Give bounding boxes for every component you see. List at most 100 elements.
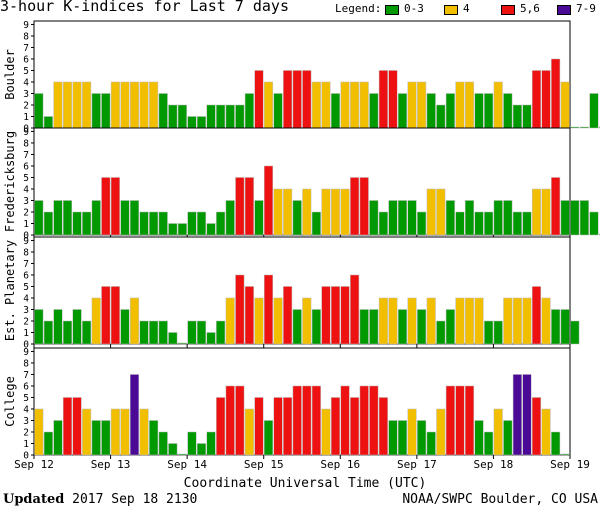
- legend-swatch-4: [444, 5, 458, 15]
- k-index-bar: [503, 420, 513, 456]
- x-tick-label: Sep 19: [550, 458, 590, 471]
- k-index-bar: [283, 188, 293, 236]
- panel-label: College: [3, 376, 17, 427]
- k-index-bar: [292, 200, 302, 236]
- k-index-bar: [397, 93, 408, 129]
- y-tick-label: 6: [23, 161, 29, 172]
- k-index-bar: [397, 420, 408, 456]
- k-index-bar: [273, 93, 283, 129]
- k-index-bar: [589, 93, 599, 129]
- k-index-bar: [426, 431, 436, 456]
- k-index-bar: [417, 211, 427, 236]
- k-index-bar: [53, 200, 63, 236]
- k-index-bar: [522, 374, 532, 456]
- k-index-bar: [149, 81, 159, 129]
- k-index-bar: [235, 274, 245, 345]
- k-index-bar: [311, 211, 321, 236]
- k-index-bar: [206, 332, 216, 345]
- k-index-bar: [149, 420, 159, 456]
- k-index-bar: [149, 211, 159, 236]
- k-index-bar: [340, 81, 350, 129]
- legend-text-4: 4: [463, 2, 470, 15]
- k-index-bar: [560, 81, 570, 129]
- k-index-bar: [407, 200, 417, 236]
- y-tick-label: 4: [23, 293, 29, 304]
- k-index-bar: [455, 81, 465, 129]
- k-index-bar: [445, 385, 455, 456]
- k-index-bar: [158, 431, 168, 456]
- y-tick-label: 2: [23, 207, 29, 218]
- k-index-bar: [225, 200, 235, 236]
- y-tick-label: 3: [23, 89, 29, 100]
- k-index-bar: [72, 81, 82, 129]
- k-index-bar: [168, 332, 178, 345]
- k-index-bar: [244, 286, 254, 345]
- k-index-bar: [292, 70, 302, 129]
- k-index-bar: [168, 223, 178, 236]
- updated-value: 2017 Sep 18 2130: [72, 492, 198, 507]
- k-index-bar: [551, 58, 561, 129]
- k-index-bar: [273, 397, 283, 456]
- y-tick-label: 2: [23, 316, 29, 327]
- k-index-bar: [129, 297, 140, 345]
- k-index-bar: [484, 93, 494, 129]
- k-index-bar: [292, 385, 302, 456]
- k-index-bar: [512, 297, 522, 345]
- k-index-bar: [53, 309, 63, 345]
- x-tick-label: Sep 12: [14, 458, 54, 471]
- k-index-bar: [72, 309, 82, 345]
- k-index-bar: [225, 104, 235, 129]
- k-index-bar: [235, 385, 245, 456]
- k-index-bar: [321, 188, 331, 236]
- y-tick-label: 3: [23, 416, 29, 427]
- k-index-bar: [235, 104, 245, 129]
- k-index-bar: [34, 309, 44, 345]
- k-index-bar: [503, 200, 513, 236]
- k-index-bar: [82, 408, 92, 456]
- k-index-bar: [120, 408, 130, 456]
- k-index-bar: [436, 104, 446, 129]
- k-index-bar: [302, 188, 312, 236]
- k-index-bar: [129, 374, 140, 456]
- k-index-bar: [388, 200, 398, 236]
- k-index-bar: [359, 177, 369, 236]
- k-index-bar: [206, 431, 216, 456]
- k-index-bar: [72, 211, 82, 236]
- k-index-bar: [82, 320, 92, 345]
- k-index-bar: [522, 104, 532, 129]
- k-index-bar: [149, 320, 159, 345]
- k-index-bar: [273, 297, 283, 345]
- k-index-bar: [62, 81, 73, 129]
- k-index-bar: [474, 93, 484, 129]
- panel-label: Boulder: [3, 49, 17, 100]
- k-index-bar: [283, 70, 293, 129]
- k-index-bar: [369, 385, 379, 456]
- y-tick-label: 4: [23, 404, 29, 415]
- k-index-bar: [263, 420, 274, 456]
- k-index-bar: [91, 200, 101, 236]
- k-index-bar: [445, 93, 455, 129]
- k-index-bar: [417, 81, 427, 129]
- y-tick-label: 5: [23, 173, 29, 184]
- k-index-bar: [254, 297, 264, 345]
- x-tick-label: Sep 13: [91, 458, 131, 471]
- x-tick-label: Sep 14: [167, 458, 207, 471]
- y-tick-label: 5: [23, 282, 29, 293]
- k-index-bar: [187, 431, 197, 456]
- k-index-bar: [589, 211, 599, 236]
- k-index-bar: [216, 104, 226, 129]
- k-index-bar: [101, 93, 111, 129]
- k-index-bar: [139, 81, 149, 129]
- k-index-bar: [177, 104, 187, 129]
- k-index-bar: [34, 200, 44, 236]
- k-index-bar: [244, 177, 254, 236]
- k-index-bar: [378, 397, 388, 456]
- k-index-bar: [436, 408, 446, 456]
- k-index-bar: [484, 431, 494, 456]
- y-tick-label: 4: [23, 184, 29, 195]
- k-index-bar: [302, 297, 312, 345]
- k-index-bar: [263, 274, 274, 345]
- k-index-bar: [34, 93, 44, 129]
- k-index-bar: [417, 309, 427, 345]
- k-index-bar: [359, 309, 369, 345]
